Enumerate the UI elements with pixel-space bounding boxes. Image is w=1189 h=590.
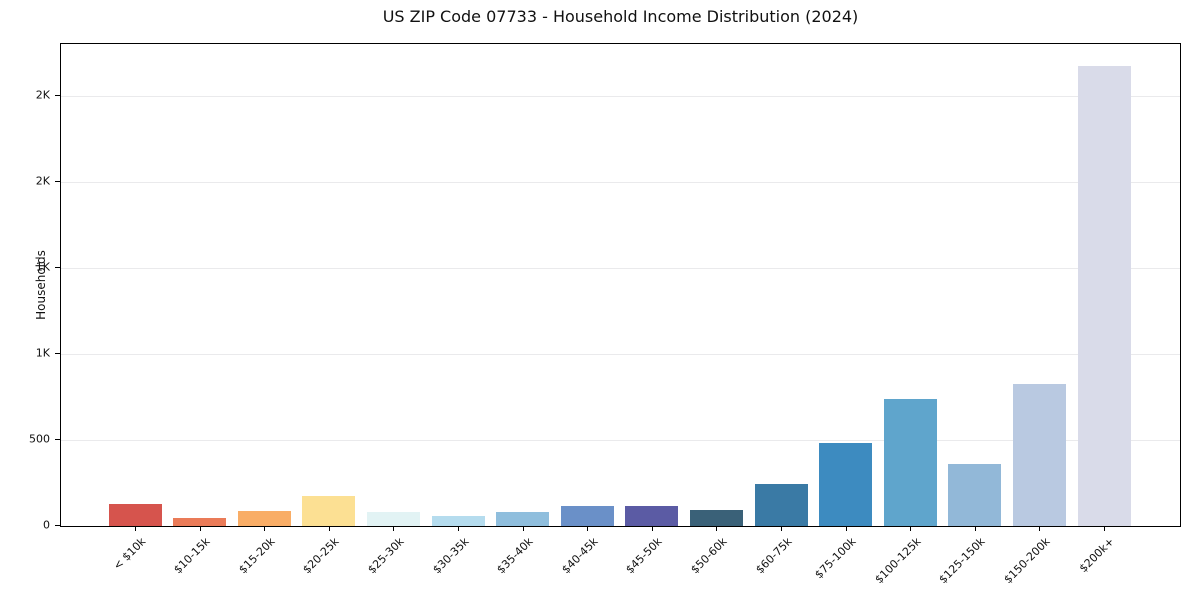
x-tick-label: $40-45k xyxy=(559,535,601,577)
plot-area xyxy=(60,43,1181,527)
x-tick-mark xyxy=(587,526,589,531)
chart-bar xyxy=(366,512,420,526)
chart-bar xyxy=(689,510,743,526)
x-tick-label: $100-125k xyxy=(872,535,924,587)
x-tick-label: $30-35k xyxy=(429,535,472,577)
y-tick-label: 500 xyxy=(29,432,50,446)
x-axis: < $10k $10-15k $15-20k $20-25k $25-30k $30-35… xyxy=(61,526,1180,590)
gridline xyxy=(61,439,1180,441)
y-tick-label: 0 xyxy=(43,518,50,532)
x-tick-mark xyxy=(974,526,976,531)
x-tick-mark xyxy=(781,526,782,531)
x-tick-mark xyxy=(458,526,459,531)
x-tick-label: $20-25k xyxy=(300,535,342,577)
y-tick-mark xyxy=(55,94,60,96)
y-tick-label: 2K xyxy=(35,174,50,188)
y-tick-mark xyxy=(55,525,60,526)
chart-bar xyxy=(108,503,162,526)
y-tick-mark xyxy=(55,266,60,268)
gridline xyxy=(61,353,1180,355)
x-tick-label: < $10k xyxy=(110,535,149,573)
chart-bar xyxy=(1012,383,1066,526)
gridline xyxy=(61,181,1180,183)
x-tick-mark xyxy=(328,526,330,531)
x-tick-mark xyxy=(845,526,847,531)
chart-bar xyxy=(560,505,614,526)
gridline xyxy=(61,267,1180,269)
x-tick-mark xyxy=(716,526,718,531)
chart-bar xyxy=(819,443,873,526)
y-tick-label: 1K xyxy=(35,260,50,274)
x-tick-label: $45-50k xyxy=(623,535,665,577)
chart-bar xyxy=(1077,65,1131,526)
y-tick-mark xyxy=(55,352,60,354)
x-tick-label: $150-200k xyxy=(1001,535,1053,587)
x-tick-mark xyxy=(393,526,395,531)
y-tick-mark xyxy=(55,438,60,440)
x-tick-mark xyxy=(1104,526,1105,531)
chart-bar xyxy=(625,506,679,526)
x-tick-label: $200k+ xyxy=(1077,535,1118,576)
x-tick-mark xyxy=(1039,526,1041,531)
x-tick-mark xyxy=(522,526,524,531)
x-tick-mark xyxy=(264,526,266,531)
x-tick-label: $35-40k xyxy=(494,535,536,577)
chart-bar xyxy=(237,511,291,526)
chart-bar xyxy=(754,484,808,526)
gridline xyxy=(61,95,1180,97)
x-tick-label: $15-20k xyxy=(236,535,278,577)
x-tick-mark xyxy=(651,526,653,531)
chart-title: US ZIP Code 07733 - Household Income Dis… xyxy=(382,7,859,26)
y-tick-label: 2K xyxy=(35,88,50,102)
chart-bar xyxy=(883,398,937,526)
x-tick-label: $60-75k xyxy=(752,535,795,577)
chart-bar xyxy=(948,464,1002,526)
x-tick-label: $25-30k xyxy=(365,535,407,577)
x-tick-label: $125-150k xyxy=(936,535,988,587)
y-axis: 0 500 1K 1K 2K 2K xyxy=(0,43,60,532)
x-tick-label: $10-15k xyxy=(171,535,213,577)
chart-bar xyxy=(496,511,550,526)
chart-bar xyxy=(173,517,227,526)
x-tick-mark xyxy=(135,526,136,531)
x-tick-mark xyxy=(199,526,201,531)
x-tick-label: $50-60k xyxy=(688,535,730,577)
x-tick-mark xyxy=(910,526,912,531)
chart-bar xyxy=(302,495,356,526)
y-tick-label: 1K xyxy=(35,346,50,360)
chart-bar xyxy=(431,515,485,526)
y-tick-mark xyxy=(55,180,60,182)
x-tick-label: $75-100k xyxy=(812,535,859,582)
